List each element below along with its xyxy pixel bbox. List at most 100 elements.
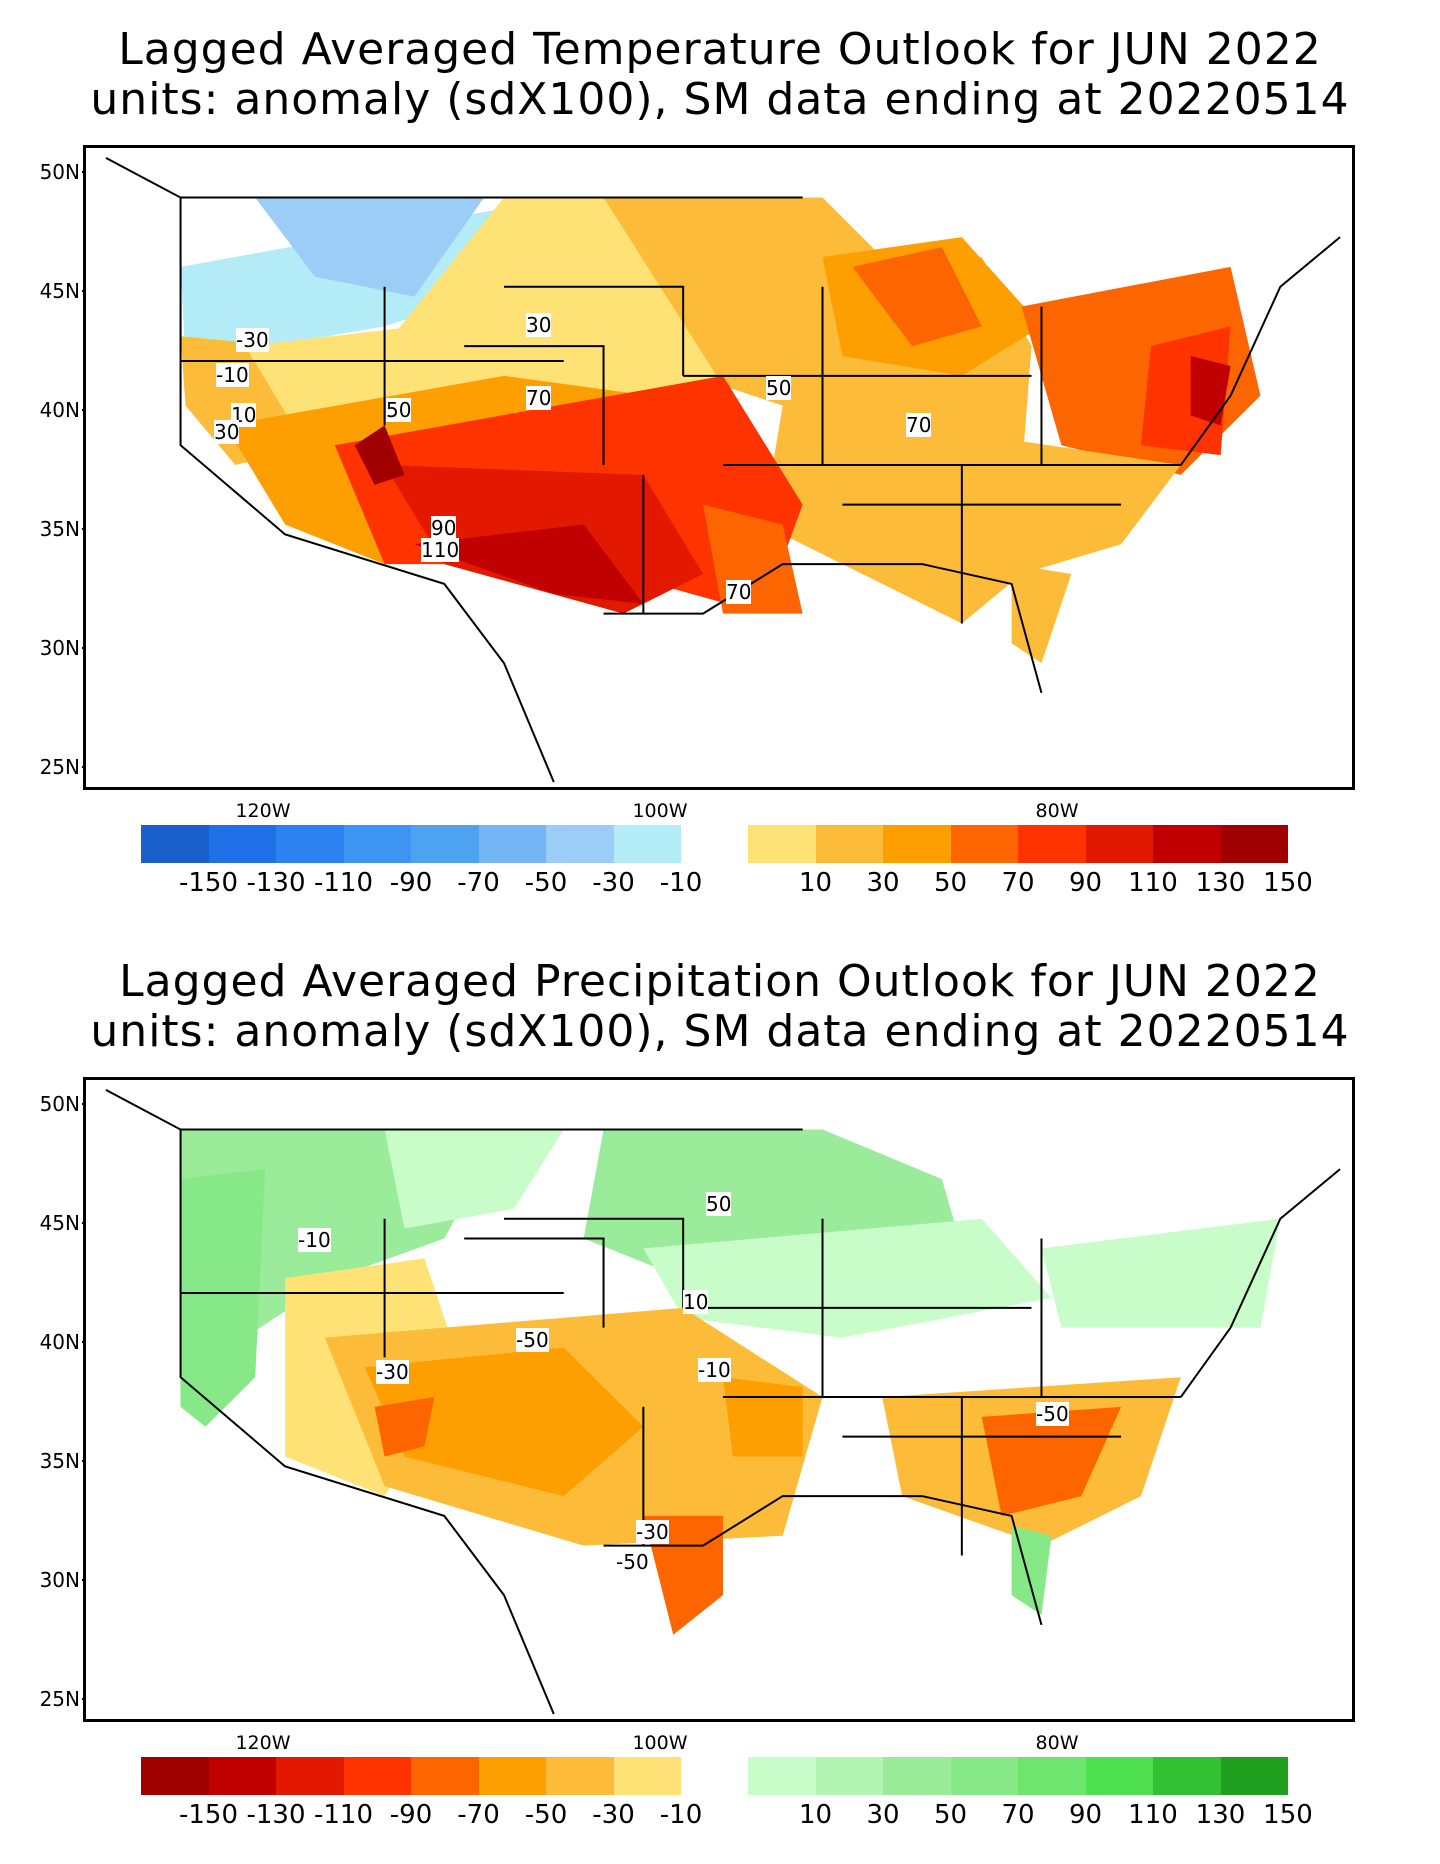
colorbar-tick-label: 70: [1001, 1800, 1035, 1830]
colorbar-tick-label: 50: [933, 1800, 968, 1830]
contour-label: -50: [1036, 1402, 1069, 1426]
region-southeast: [762, 405, 1181, 624]
colorbar-tick-label: -30: [592, 868, 635, 898]
colorbar-tick-label: 10: [798, 1800, 833, 1830]
lat-tick: 40N: [20, 398, 92, 422]
colorbar-swatch-positive: [883, 825, 951, 863]
colorbar-swatch-negative: [546, 825, 614, 863]
colorbar-swatch-negative: [411, 1757, 479, 1795]
colorbar-tick-label: -70: [457, 868, 500, 898]
colorbar-tick-label: 30: [866, 1800, 900, 1830]
region-az-dry: [374, 1397, 435, 1457]
colorbar-tick-label: -70: [457, 1800, 500, 1830]
contour-label: 50: [766, 376, 792, 400]
colorbar-tick-label: 110: [1128, 1800, 1178, 1830]
contour-label: -30: [236, 328, 269, 352]
colorbar-tick-label: 50: [933, 868, 968, 898]
contour-label: -10: [698, 1358, 731, 1382]
colorbar-tick-label: 110: [1128, 868, 1178, 898]
colorbar-swatch-positive: [1220, 1757, 1288, 1795]
temperature-map-svg: [105, 157, 1341, 783]
colorbar-swatch-negative: [478, 1757, 546, 1795]
colorbar-swatch-positive: [1018, 1757, 1086, 1795]
colorbar-swatch-positive: [950, 1757, 1018, 1795]
colorbar-tick-label: -150: [178, 868, 239, 898]
colorbar-tick-label: -50: [524, 868, 568, 898]
state-borders: [180, 1128, 1181, 1556]
region-great-lakes: [852, 247, 982, 347]
contour-label: 70: [726, 580, 752, 604]
region-northwest-cooler: [255, 197, 485, 297]
contour-label: -30: [376, 1360, 409, 1384]
contour-label: 50: [706, 1192, 732, 1216]
colorbar-tick-label: 90: [1068, 1800, 1103, 1830]
colorbar-swatch-negative: [613, 1757, 681, 1795]
lat-tick: 35N: [20, 517, 92, 541]
region-southwest-drier: [364, 1347, 644, 1497]
region-az-core: [354, 425, 405, 485]
colorbar-swatch-negative: [276, 825, 344, 863]
precipitation-map: -10 50 10 -50 -30 -10 -50 -30 -50: [83, 1077, 1355, 1722]
region-oklahoma-dry: [722, 1377, 803, 1457]
colorbar-tick-label: -110: [313, 868, 374, 898]
temperature-panel: Lagged Averaged Temperature Outlook for …: [0, 0, 1440, 930]
temperature-title-line1: Lagged Averaged Temperature Outlook for …: [118, 24, 1322, 75]
colorbar-swatch-negative: [208, 1757, 276, 1795]
colorbar-swatch-negative: [613, 825, 681, 863]
contour-label: -10: [216, 363, 249, 387]
temperature-colorbar-labels: -150 -130 -110 -90 -70 -50 -30 -10 10 30 50 70 90 110…: [0, 868, 1440, 904]
colorbar-swatch-positive: [815, 825, 883, 863]
colorbar-swatch-positive: [748, 825, 816, 863]
region-northeast-wet: [1041, 1218, 1281, 1328]
colorbar-tick-label: -150: [178, 1800, 239, 1830]
contour-label: 30: [526, 313, 552, 337]
contour-label: 70: [906, 413, 932, 437]
contour-label: 110: [421, 538, 460, 562]
contour-label: 10: [231, 403, 257, 427]
colorbar-swatch-negative: [478, 825, 546, 863]
lat-tick: 30N: [20, 1568, 92, 1592]
colorbar-tick-label: -30: [592, 1800, 635, 1830]
colorbar-swatch-positive: [1153, 1757, 1221, 1795]
colorbar-swatch-positive: [1153, 825, 1221, 863]
region-pacific-coast: [180, 1169, 266, 1427]
temperature-colorbar: [141, 825, 1299, 863]
colorbar-tick-label: 70: [1001, 868, 1035, 898]
precipitation-colorbar: [141, 1757, 1299, 1795]
region-texas-hottest: [414, 524, 644, 604]
contour-label: 70: [526, 386, 552, 410]
colorbar-swatch-negative: [141, 825, 209, 863]
coastline: [105, 1089, 1341, 1715]
colorbar-tick-label: -130: [246, 868, 306, 898]
colorbar-tick-label: 90: [1068, 868, 1103, 898]
colorbar-swatch-positive: [883, 1757, 951, 1795]
colorbar-swatch-positive: [1085, 1757, 1153, 1795]
precipitation-panel: Lagged Averaged Precipitation Outlook fo…: [0, 932, 1440, 1864]
lat-tick: 35N: [20, 1449, 92, 1473]
colorbar-tick-label: 150: [1263, 1800, 1313, 1830]
contour-label: -50: [616, 1550, 649, 1574]
temperature-title-line2: units: anomaly (sdX100), SM data ending …: [90, 74, 1350, 125]
lon-tick: 100W: [632, 1732, 688, 1754]
colorbar-tick-label: 30: [866, 868, 900, 898]
state-borders: [180, 196, 1181, 624]
contour-label: 30: [214, 420, 240, 444]
colorbar-tick-label: 10: [798, 868, 833, 898]
region-mid-atlantic: [1141, 326, 1231, 456]
colorbar-swatch-negative: [276, 1757, 344, 1795]
precipitation-colorbar-labels: -150 -130 -110 -90 -70 -50 -30 -10 10 30 50 70 90 110…: [0, 1800, 1440, 1836]
colorbar-swatch-positive: [815, 1757, 883, 1795]
region-carolinas-dry: [981, 1406, 1122, 1516]
precipitation-title-line1: Lagged Averaged Precipitation Outlook fo…: [119, 956, 1321, 1007]
lat-tick: 25N: [20, 755, 92, 779]
lat-tick: 50N: [20, 1092, 92, 1116]
colorbar-swatch-positive: [950, 825, 1018, 863]
contour-label: -30: [636, 1520, 669, 1544]
contour-label: 10: [683, 1290, 709, 1314]
lat-tick: 45N: [20, 279, 92, 303]
colorbar-tick-label: 150: [1263, 868, 1313, 898]
colorbar-tick-label: -10: [659, 1800, 703, 1830]
lon-tick: 120W: [235, 800, 291, 822]
colorbar-tick-label: -110: [313, 1800, 374, 1830]
lon-tick: 80W: [1035, 800, 1079, 822]
